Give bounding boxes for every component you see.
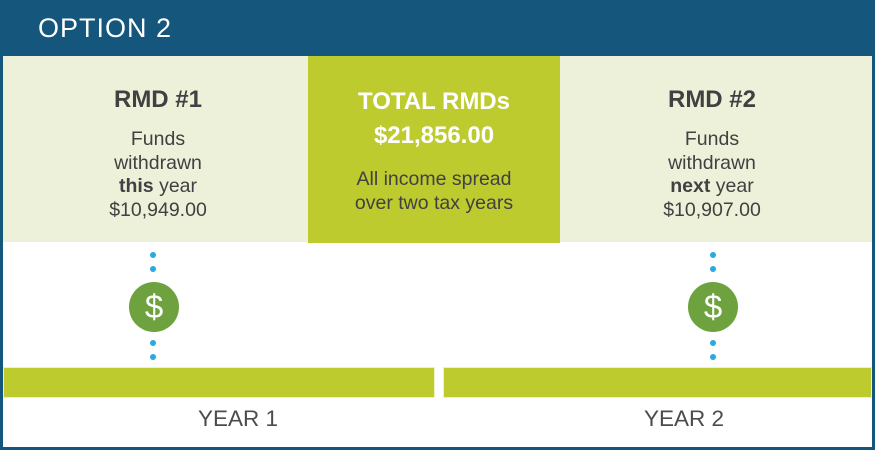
connector-dot <box>150 266 156 272</box>
total-amount: $21,856.00 <box>373 122 495 149</box>
rmd2-line3: next year <box>582 175 842 199</box>
year1-label: YEAR 1 <box>197 406 279 431</box>
total-subtitle-line2: over two tax years <box>354 191 514 214</box>
year2-label: YEAR 2 <box>643 406 725 431</box>
connector-dot <box>150 340 156 346</box>
dollar-symbol: $ <box>703 288 723 325</box>
rmd2-amount: $10,907.00 <box>663 198 761 221</box>
dollar-symbol: $ <box>144 288 164 325</box>
dollar-icon: $ <box>129 282 179 332</box>
rmd1-emphasis: this <box>118 175 154 197</box>
total-title: TOTAL RMDs <box>357 88 510 115</box>
page-title: OPTION 2 <box>38 13 173 43</box>
total-column: TOTAL RMDs $21,856.00 All income spread … <box>308 90 560 215</box>
rmd1-title: RMD #1 <box>113 86 203 113</box>
connector-dot <box>710 266 716 272</box>
rmd1-line2: withdrawn <box>114 151 202 174</box>
rmd2-emphasis: next <box>670 175 711 197</box>
rmd1-amount: $10,949.00 <box>109 198 207 221</box>
connector-dot <box>150 252 156 258</box>
dollar-icon: $ <box>688 282 738 332</box>
rmd2-line1: Funds <box>684 128 740 150</box>
rmd1-line1: Funds <box>130 128 186 150</box>
connector-dot <box>710 340 716 346</box>
total-rmds-box <box>308 56 560 243</box>
connector-dot <box>710 252 716 258</box>
rmd2-line2: withdrawn <box>668 151 756 174</box>
rmd1-line3-rest: year <box>153 175 198 197</box>
header-bar: OPTION 2 <box>0 0 875 56</box>
total-subtitle-line1: All income spread <box>356 168 512 190</box>
connector-dot <box>150 354 156 360</box>
connector-dot <box>710 354 716 360</box>
timeline-bar-year1 <box>3 367 435 398</box>
rmd2-column: RMD #2 Funds withdrawn next year $10,907… <box>582 88 842 222</box>
rmd2-title: RMD #2 <box>667 86 757 113</box>
rmd1-line3: this year <box>28 175 288 199</box>
timeline-bar-year2 <box>443 367 872 398</box>
rmd2-line3-rest: year <box>710 175 754 197</box>
rmd1-column: RMD #1 Funds withdrawn this year $10,949… <box>28 88 288 222</box>
